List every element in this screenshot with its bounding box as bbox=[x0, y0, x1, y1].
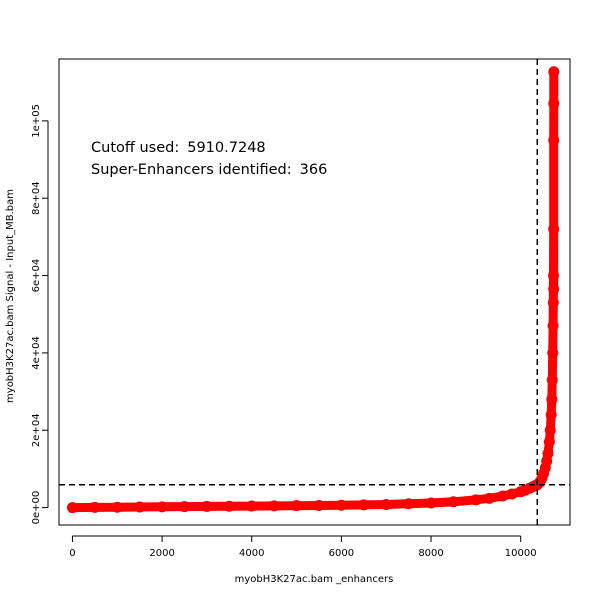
data-point bbox=[358, 499, 370, 511]
data-point bbox=[544, 424, 556, 436]
data-point bbox=[547, 347, 559, 359]
data-point bbox=[156, 501, 168, 513]
series-line bbox=[67, 67, 559, 513]
cutoff-annotation-value: 5910.7248 bbox=[187, 140, 265, 156]
y-axis-label: myobH3K27ac.bam Signal - Input_MB.bam bbox=[5, 189, 16, 403]
y-tick-label: 0e+00 bbox=[31, 491, 42, 525]
data-point bbox=[201, 500, 213, 512]
data-point bbox=[223, 500, 235, 512]
data-point bbox=[506, 488, 518, 500]
y-tick-label: 8e+04 bbox=[31, 181, 42, 215]
data-point bbox=[483, 492, 495, 504]
x-tick-label: 6000 bbox=[329, 548, 354, 559]
data-point bbox=[546, 393, 558, 405]
x-tick-label: 8000 bbox=[418, 548, 443, 559]
data-point bbox=[470, 494, 482, 506]
y-tick-label: 6e+04 bbox=[31, 259, 42, 293]
data-point bbox=[543, 436, 555, 448]
data-point bbox=[134, 501, 146, 513]
super-enhancers-annotation-label: Super-Enhancers identified: bbox=[91, 162, 292, 178]
cutoff-annotation: Cutoff used: 5910.7248 bbox=[91, 140, 266, 156]
y-axis: 0e+00 2e+04 4e+04 6e+04 8e+04 1e+05 bbox=[31, 104, 49, 525]
data-point bbox=[380, 499, 392, 511]
y-tick-label: 2e+04 bbox=[31, 413, 42, 447]
data-point bbox=[546, 374, 558, 386]
x-axis: 0 2000 4000 6000 8000 10000 bbox=[69, 535, 537, 559]
super-enhancers-annotation: Super-Enhancers identified: 366 bbox=[91, 162, 327, 178]
x-tick-label: 10000 bbox=[505, 548, 537, 559]
data-point bbox=[425, 497, 437, 509]
super-enhancers-annotation-value: 366 bbox=[300, 162, 328, 178]
x-axis-label: myobH3K27ac.bam _enhancers bbox=[235, 574, 394, 585]
data-point bbox=[548, 134, 560, 146]
data-point bbox=[179, 501, 191, 513]
data-point bbox=[497, 490, 509, 502]
x-tick-label: 0 bbox=[69, 548, 75, 559]
data-point bbox=[545, 409, 557, 421]
x-tick-label: 2000 bbox=[149, 548, 174, 559]
data-point bbox=[268, 500, 280, 512]
data-point bbox=[246, 500, 258, 512]
data-point bbox=[542, 447, 554, 459]
plot-frame bbox=[58, 58, 571, 526]
data-point bbox=[548, 283, 560, 295]
data-point bbox=[291, 500, 303, 512]
cutoff-annotation-label: Cutoff used: bbox=[91, 140, 179, 156]
data-point bbox=[548, 223, 560, 235]
data-point bbox=[89, 501, 101, 513]
data-point bbox=[111, 501, 123, 513]
data-point bbox=[548, 97, 560, 109]
y-tick-label: 1e+05 bbox=[31, 104, 42, 138]
data-series bbox=[66, 66, 560, 514]
data-point bbox=[447, 496, 459, 508]
data-point bbox=[547, 320, 559, 332]
data-point bbox=[335, 499, 347, 511]
data-point bbox=[313, 499, 325, 511]
data-point bbox=[548, 270, 560, 282]
data-point bbox=[403, 498, 415, 510]
y-tick-label: 4e+04 bbox=[31, 336, 42, 370]
data-point bbox=[548, 66, 560, 78]
data-point bbox=[66, 502, 78, 514]
x-tick-label: 4000 bbox=[239, 548, 264, 559]
data-point bbox=[547, 297, 559, 309]
